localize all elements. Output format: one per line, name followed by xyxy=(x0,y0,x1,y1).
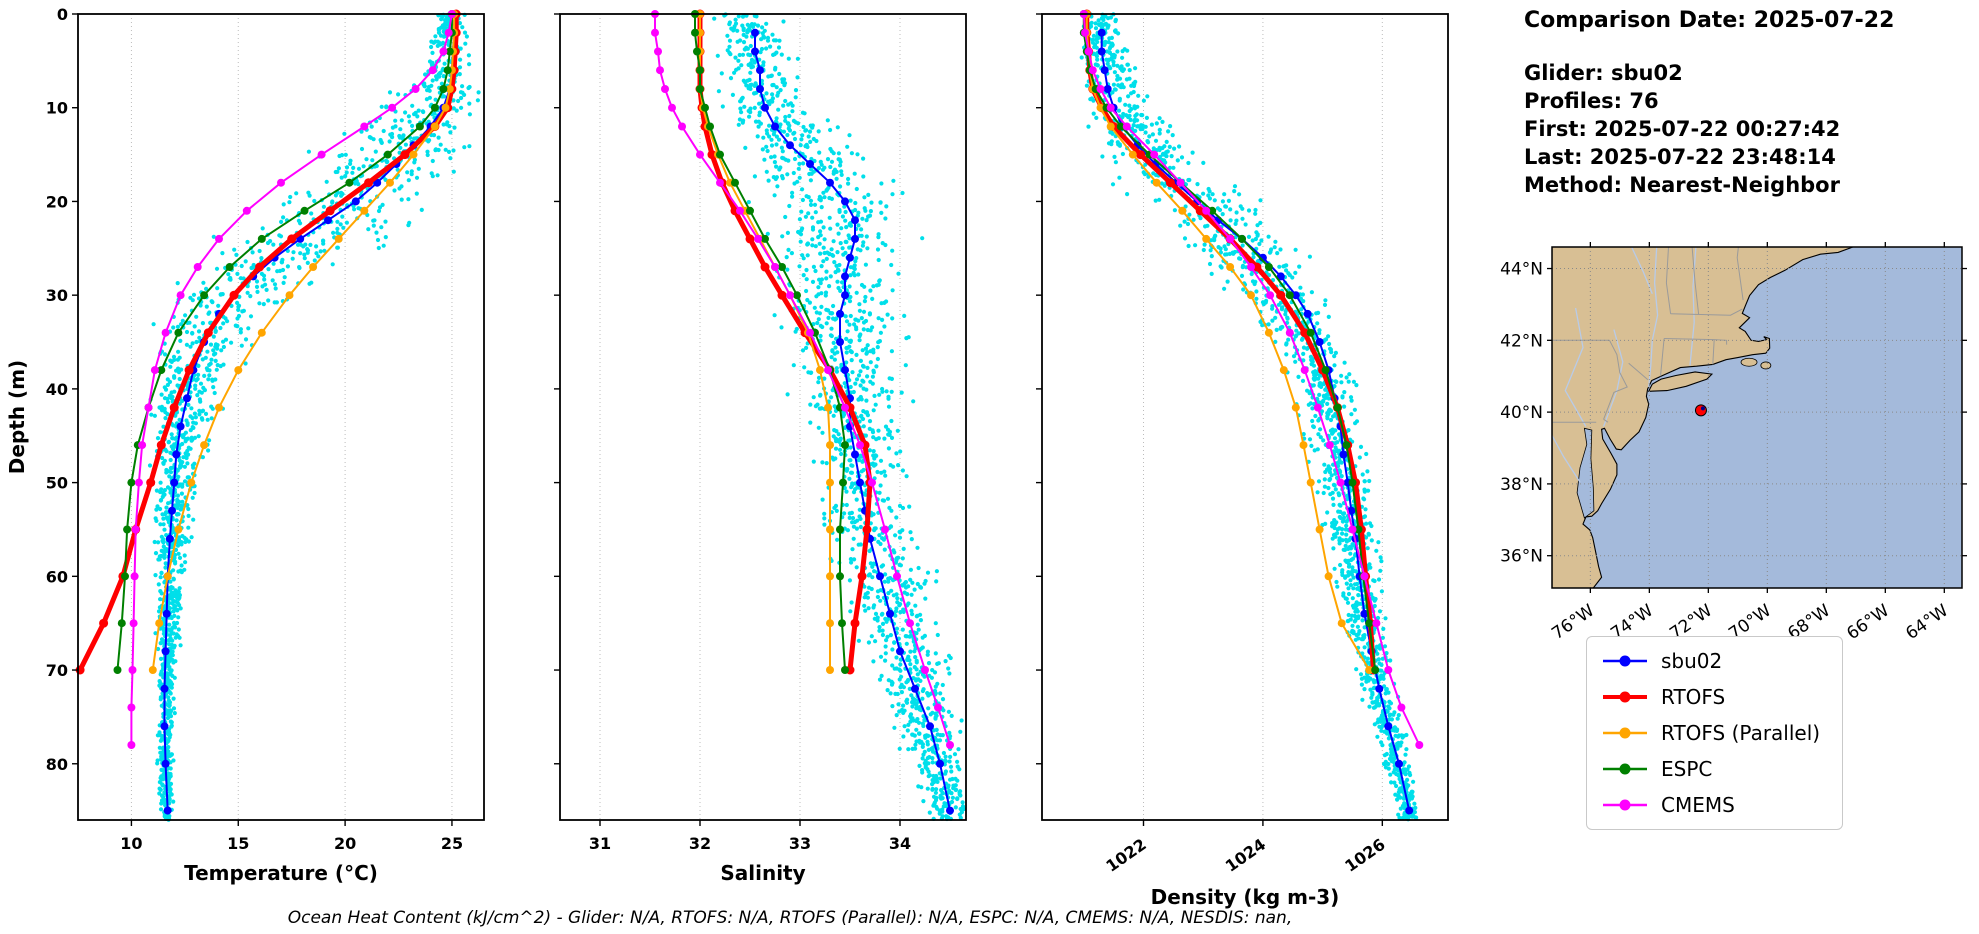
legend-line-marker xyxy=(1603,799,1647,811)
state-border xyxy=(1736,247,1744,301)
legend-item-rtofs: RTOFS xyxy=(1601,685,1820,709)
river xyxy=(1631,247,1653,294)
axes-frame xyxy=(559,13,967,821)
lat-tick-label: 40°N xyxy=(1500,403,1543,423)
legend-label: sbu02 xyxy=(1661,649,1723,673)
info-panel: Comparison Date: 2025-07-22 Glider: sbu0… xyxy=(1524,8,1894,199)
series-cmems xyxy=(127,10,456,749)
axes-frame xyxy=(1041,13,1449,821)
legend-item-sbu02: sbu02 xyxy=(1601,649,1820,673)
legend: sbu02 RTOFS RTOFS (Parallel) ESPC CMEMS xyxy=(1586,636,1844,830)
state-border xyxy=(1628,362,1649,381)
state-border xyxy=(1603,418,1609,423)
lon-tick-label: 64°W xyxy=(1902,601,1952,644)
glider-track-dot xyxy=(1700,406,1705,411)
figure-caption: Ocean Heat Content (kJ/cm^2) - Glider: N… xyxy=(287,908,1293,928)
coastline-mainland xyxy=(1552,247,1854,588)
map-frame xyxy=(1551,246,1963,589)
x-tick-label: 33 xyxy=(789,834,811,853)
legend-item-espc: ESPC xyxy=(1601,757,1820,781)
series-cmems xyxy=(651,10,954,749)
legend-label: ESPC xyxy=(1661,757,1713,781)
temperature-plot: 10 15 20 25 0 10 20 30 40 50 60 70 80 Temperature (°C… xyxy=(5,5,485,885)
glider-position-marker xyxy=(1694,404,1707,417)
x-tick-label: 32 xyxy=(689,834,711,853)
x-tick-label: 1022 xyxy=(1102,835,1149,876)
state-border xyxy=(1712,339,1715,365)
lon-tick-label: 66°W xyxy=(1843,601,1893,644)
legend-label: RTOFS (Parallel) xyxy=(1661,721,1821,745)
legend-line-marker xyxy=(1603,655,1647,667)
info-lines: Glider: sbu02 Profiles: 76 First: 2025-07-… xyxy=(1524,59,1894,199)
axes-frame xyxy=(77,13,485,821)
x-tick-label: 1026 xyxy=(1341,835,1388,876)
y-tick-label: 20 xyxy=(46,192,68,211)
river xyxy=(1552,435,1581,483)
series-rtofs xyxy=(1082,9,1378,675)
x-tick-label: 31 xyxy=(589,834,611,853)
river xyxy=(1648,247,1659,388)
legend-item-rtofs-parallel-: RTOFS (Parallel) xyxy=(1601,721,1820,745)
y-tick-label: 10 xyxy=(46,99,68,118)
lat-tick-label: 42°N xyxy=(1500,331,1543,351)
y-axis-label: Depth (m) xyxy=(5,360,29,474)
info-line: Profiles: 76 xyxy=(1524,89,1659,113)
state-border xyxy=(1660,338,1665,377)
island xyxy=(1740,357,1758,367)
comparison-date: Comparison Date: 2025-07-22 xyxy=(1524,8,1895,33)
y-tick-label: 50 xyxy=(46,474,68,493)
state-border xyxy=(1665,247,1672,314)
x-axis-label: Temperature (°C) xyxy=(184,861,378,885)
x-tick-label: 25 xyxy=(441,834,463,853)
y-tick-label: 60 xyxy=(46,567,68,586)
island xyxy=(1760,361,1772,370)
river xyxy=(1564,307,1587,427)
lat-tick-label: 38°N xyxy=(1500,475,1543,495)
info-line: Last: 2025-07-22 23:48:14 xyxy=(1524,145,1836,169)
series-espc xyxy=(691,10,849,674)
series-espc xyxy=(1079,10,1380,674)
legend-line-marker xyxy=(1603,691,1647,703)
y-tick-label: 80 xyxy=(46,755,68,774)
lat-tick-label: 44°N xyxy=(1500,260,1543,280)
x-tick-label: 1024 xyxy=(1222,835,1269,876)
river xyxy=(1602,329,1624,427)
legend-line-marker xyxy=(1603,763,1647,775)
grid-lines xyxy=(1143,14,1383,820)
info-line: Glider: sbu02 xyxy=(1524,61,1683,85)
legend-line-marker xyxy=(1603,727,1647,739)
state-border xyxy=(1691,247,1700,315)
info-line: First: 2025-07-22 00:27:42 xyxy=(1524,117,1841,141)
y-tick-label: 30 xyxy=(46,286,68,305)
glider-scatter xyxy=(1079,12,1419,822)
location-map: 44°N42°N40°N38°N36°N76°W 74°W 72°W 70°W 68°W… xyxy=(1500,242,1967,644)
legend-label: RTOFS xyxy=(1661,685,1726,709)
y-tick-label: 0 xyxy=(57,5,68,24)
lat-tick-label: 36°N xyxy=(1500,547,1543,567)
x-tick-label: 34 xyxy=(889,834,911,853)
salinity-plot: 31 32 33 34 Salinity xyxy=(554,9,967,885)
x-axis-label: Salinity xyxy=(720,861,805,885)
series-sbu02 xyxy=(751,28,954,815)
coastline-long-island xyxy=(1647,371,1714,392)
glider-scatter xyxy=(712,12,967,822)
x-tick-label: 20 xyxy=(334,834,356,853)
legend-label: CMEMS xyxy=(1661,793,1735,817)
x-tick-label: 10 xyxy=(120,834,142,853)
state-border xyxy=(1670,308,1743,316)
y-tick-label: 40 xyxy=(46,380,68,399)
x-axis-label: Density (kg m-3) xyxy=(1151,885,1340,909)
y-tick-label: 70 xyxy=(46,661,68,680)
x-tick-label: 15 xyxy=(227,834,249,853)
info-line: Method: Nearest-Neighbor xyxy=(1524,173,1840,197)
legend-item-cmems: CMEMS xyxy=(1601,793,1820,817)
state-border xyxy=(1603,340,1628,420)
river xyxy=(1689,247,1697,366)
series-cmems xyxy=(1079,10,1424,749)
